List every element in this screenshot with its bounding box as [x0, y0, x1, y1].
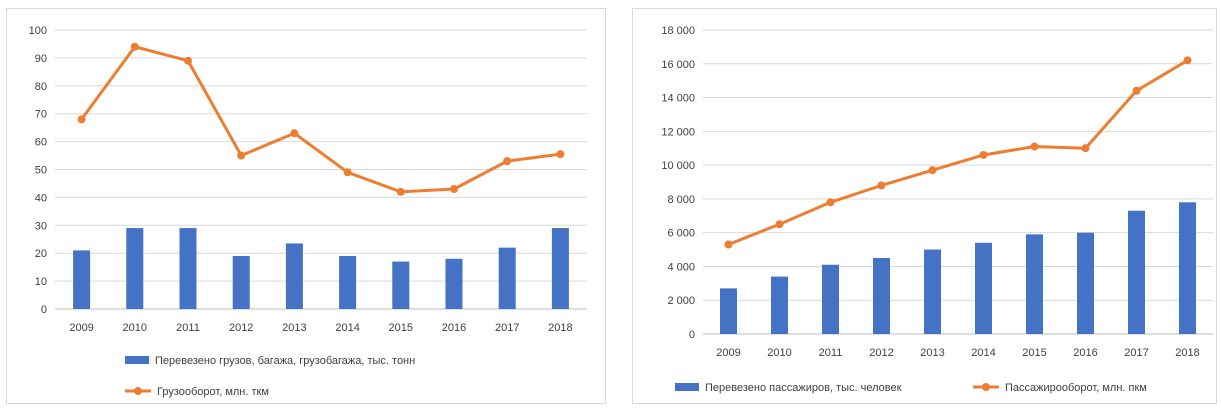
- line-point: [1183, 56, 1192, 65]
- bar: [924, 249, 941, 334]
- x-tick-label: 2011: [819, 347, 843, 359]
- y-tick-label: 100: [29, 25, 47, 37]
- y-tick-label: 10: [35, 276, 47, 288]
- legend-swatch-bar: [675, 383, 699, 391]
- bar: [339, 255, 357, 309]
- chart-panel-passengers: 0 2 000 4 000 6 000 8 000 10 000 12 000 14 000 1…: [632, 8, 1217, 404]
- y-tick-label: 20: [35, 248, 47, 260]
- legend-swatch-bar: [125, 356, 149, 364]
- line-point: [450, 185, 458, 194]
- bar: [1128, 210, 1145, 334]
- line-point: [1132, 86, 1141, 95]
- bar: [1179, 202, 1196, 334]
- y-tick-label: 8 000: [667, 194, 695, 206]
- line-point: [503, 157, 512, 166]
- x-tick-label: 2012: [229, 322, 253, 334]
- line-point: [184, 56, 192, 65]
- x-tick-label: 2015: [389, 322, 413, 334]
- y-tick-label: 80: [35, 81, 47, 93]
- y-tick-label: 12 000: [661, 126, 695, 138]
- bar: [179, 228, 197, 309]
- y-tick-label: 10 000: [661, 160, 695, 172]
- line-point: [1030, 142, 1039, 151]
- x-tick-label: 2014: [335, 322, 359, 334]
- x-tick-label: 2017: [495, 322, 519, 334]
- passenger-chart: 0 2 000 4 000 6 000 8 000 10 000 12 000 14 000 1…: [661, 25, 1213, 394]
- bar: [445, 258, 463, 309]
- y-tick-label: 16 000: [661, 59, 695, 71]
- line-point: [556, 150, 565, 159]
- x-tick-label: 2009: [716, 347, 740, 359]
- chart-panel-freight: 0 10 20 30 40 50 60 70 80 90 100 2009 2010 2011 2012 20…: [6, 8, 606, 404]
- y-tick-label: 0: [689, 329, 695, 341]
- series-line: [80, 45, 561, 194]
- y-tick-label: 40: [35, 192, 47, 204]
- line-point: [1081, 144, 1090, 153]
- x-tick-label: 2010: [123, 322, 147, 334]
- x-tick-label: 2016: [1073, 347, 1097, 359]
- y-tick-label: 30: [35, 220, 47, 232]
- bar: [975, 242, 992, 334]
- bar: [1077, 232, 1094, 334]
- x-tick-label: 2012: [869, 347, 893, 359]
- legend-label: Грузооборот, млн. ткм: [157, 386, 269, 398]
- legend-label: Перевезено грузов, багажа, грузобагажа, …: [155, 355, 415, 367]
- bar: [771, 276, 788, 334]
- line-point: [77, 115, 86, 124]
- y-tick-label: 2 000: [667, 295, 695, 307]
- y-tick-label: 4 000: [667, 261, 695, 273]
- x-tick-label: 2011: [176, 322, 200, 334]
- x-tick-label: 2013: [282, 322, 306, 334]
- x-tick-label: 2018: [548, 322, 572, 334]
- line-point: [775, 220, 784, 229]
- line-point: [343, 168, 352, 177]
- legend-label: Пассажирооборот, млн. пкм: [1005, 382, 1147, 394]
- bar: [285, 243, 303, 309]
- y-tick-label: 60: [35, 137, 47, 149]
- y-tick-label: 0: [41, 304, 47, 316]
- legend-swatch-marker: [982, 383, 990, 391]
- bar: [498, 247, 516, 309]
- line-point: [928, 166, 937, 175]
- freight-chart: 0 10 20 30 40 50 60 70 80 90 100 2009 2010 2011 2012 20…: [29, 25, 587, 398]
- bar: [1026, 234, 1043, 334]
- x-tick-label: 2009: [69, 322, 93, 334]
- bar: [232, 255, 250, 309]
- bar: [822, 264, 839, 334]
- bar: [873, 258, 890, 334]
- x-tick-label: 2018: [1175, 347, 1199, 359]
- y-tick-label: 70: [35, 109, 47, 121]
- y-tick-label: 18 000: [661, 25, 695, 37]
- line-point: [877, 181, 886, 190]
- line-point: [979, 150, 988, 159]
- x-tick-label: 2013: [920, 347, 944, 359]
- y-tick-label: 6 000: [667, 228, 695, 240]
- line-point: [396, 187, 405, 196]
- y-tick-label: 50: [35, 165, 47, 177]
- line-point: [290, 129, 299, 138]
- x-tick-label: 2014: [971, 347, 995, 359]
- line-point: [237, 151, 246, 160]
- y-tick-label: 14 000: [661, 93, 695, 105]
- bar: [392, 261, 410, 309]
- bar: [551, 228, 569, 309]
- bar: [720, 288, 737, 334]
- x-tick-label: 2015: [1022, 347, 1046, 359]
- bar: [126, 228, 144, 309]
- y-tick-label: 90: [35, 53, 47, 65]
- line-point: [724, 240, 733, 249]
- x-tick-label: 2016: [442, 322, 466, 334]
- line-point: [826, 198, 835, 207]
- series-line: [727, 59, 1189, 246]
- x-tick-label: 2010: [767, 347, 791, 359]
- legend-swatch-marker: [134, 387, 142, 395]
- bar: [73, 250, 91, 309]
- line-point: [130, 42, 139, 51]
- x-tick-label: 2017: [1124, 347, 1148, 359]
- legend-label: Перевезено пассажиров, тыс. человек: [705, 382, 902, 394]
